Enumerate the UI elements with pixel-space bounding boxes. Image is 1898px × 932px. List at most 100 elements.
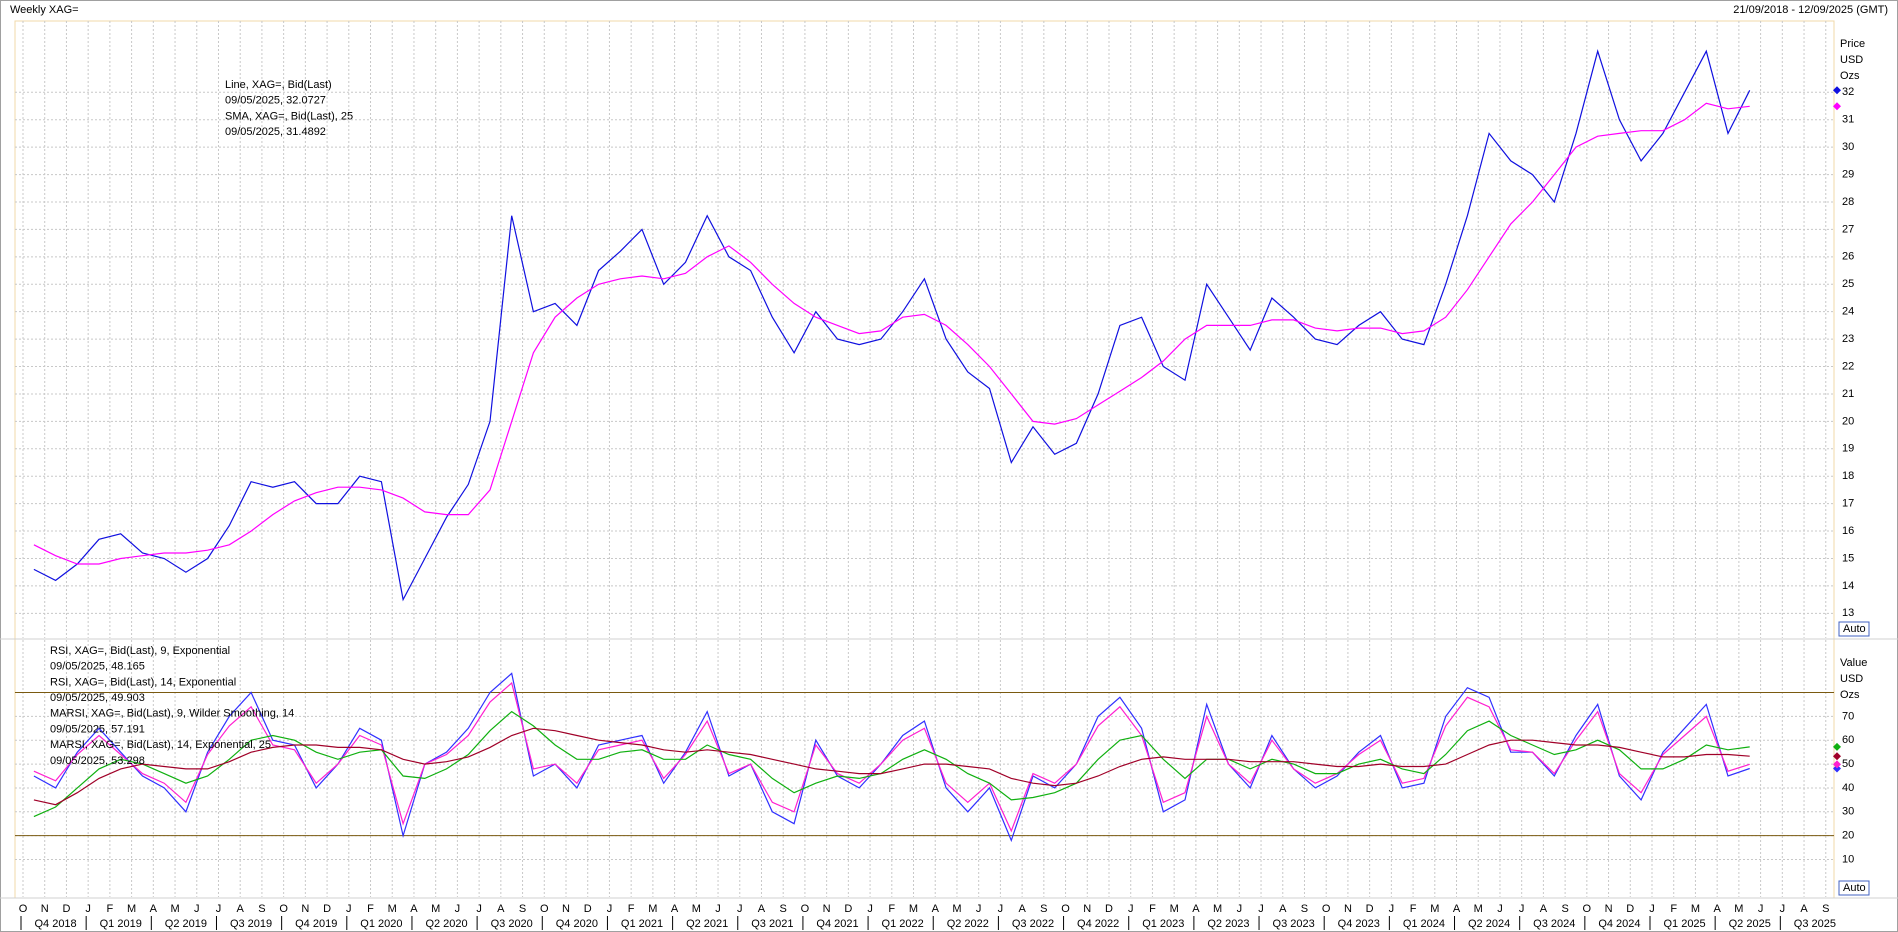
month-label: N xyxy=(562,903,570,915)
month-label: J xyxy=(85,903,91,915)
legend-name: Line, XAG=, Bid(Last) xyxy=(225,79,332,91)
month-label: O xyxy=(1583,903,1592,915)
auto-button[interactable]: Auto xyxy=(1843,882,1866,894)
legend-value: 09/05/2025, 48.165 xyxy=(50,661,145,673)
month-label: N xyxy=(823,903,831,915)
month-label: F xyxy=(1670,903,1677,915)
month-label: A xyxy=(1800,903,1808,915)
quarter-label: Q4 2024 xyxy=(1598,918,1640,930)
month-label: J xyxy=(1497,903,1503,915)
month-label: M xyxy=(1734,903,1743,915)
month-label: J xyxy=(1519,903,1525,915)
axis-label: USD xyxy=(1840,54,1863,66)
month-label: A xyxy=(932,903,940,915)
legend-name: SMA, XAG=, Bid(Last), 25 xyxy=(225,110,353,122)
last-value-marker xyxy=(1833,86,1841,95)
window-title: Weekly XAG= xyxy=(10,4,79,16)
series-line xyxy=(33,710,1750,818)
month-label: F xyxy=(367,903,374,915)
quarter-label: Q2 2023 xyxy=(1207,918,1249,930)
month-label: M xyxy=(388,903,397,915)
month-label: F xyxy=(888,903,895,915)
month-label: J xyxy=(455,903,461,915)
legend-value: 09/05/2025, 49.903 xyxy=(50,692,145,704)
month-label: D xyxy=(62,903,70,915)
last-value-marker xyxy=(1833,102,1841,111)
month-label: J xyxy=(1649,903,1655,915)
quarter-label: Q3 2020 xyxy=(491,918,533,930)
month-label: M xyxy=(1474,903,1483,915)
month-label: D xyxy=(1366,903,1374,915)
auto-button[interactable]: Auto xyxy=(1843,623,1866,635)
legend-value: 09/05/2025, 57.191 xyxy=(50,723,145,735)
month-label: A xyxy=(1713,903,1721,915)
month-label: J xyxy=(715,903,721,915)
quarter-label: Q1 2019 xyxy=(100,918,142,930)
month-label: O xyxy=(801,903,810,915)
legend-name: MARSI, XAG=, Bid(Last), 14, Exponential,… xyxy=(50,739,271,751)
auto-button-box[interactable] xyxy=(1838,621,1870,637)
month-label: F xyxy=(107,903,114,915)
month-label: F xyxy=(1410,903,1417,915)
series-line xyxy=(33,681,1750,833)
month-label: S xyxy=(1040,903,1047,915)
month-label: M xyxy=(692,903,701,915)
quarter-label: Q1 2022 xyxy=(882,918,924,930)
y-tick-label: 25 xyxy=(1842,278,1854,290)
series-line xyxy=(33,672,1750,843)
month-label: J xyxy=(1780,903,1786,915)
y-tick-label: 30 xyxy=(1842,141,1854,153)
axis-label: Ozs xyxy=(1840,70,1860,82)
month-label: A xyxy=(1540,903,1548,915)
month-label: J xyxy=(998,903,1004,915)
axis-label: Value xyxy=(1840,657,1867,669)
axis-label: Price xyxy=(1840,38,1865,50)
month-label: M xyxy=(1213,903,1222,915)
last-value-marker xyxy=(1833,742,1841,751)
month-label: J xyxy=(1258,903,1264,915)
month-label: M xyxy=(170,903,179,915)
quarter-label: Q3 2024 xyxy=(1533,918,1575,930)
month-label: J xyxy=(607,903,613,915)
quarter-label: Q2 2019 xyxy=(165,918,207,930)
y-tick-label: 18 xyxy=(1842,470,1854,482)
month-label: J xyxy=(737,903,743,915)
month-label: M xyxy=(648,903,657,915)
quarter-label: Q4 2019 xyxy=(295,918,337,930)
quarter-label: Q1 2024 xyxy=(1403,918,1445,930)
quarter-label: Q2 2022 xyxy=(947,918,989,930)
month-label: S xyxy=(519,903,526,915)
y-tick-label: 15 xyxy=(1842,552,1854,564)
y-tick-label: 16 xyxy=(1842,525,1854,537)
y-tick-label: 10 xyxy=(1842,853,1854,865)
last-value-marker xyxy=(1833,764,1841,773)
month-label: J xyxy=(1237,903,1243,915)
month-label: N xyxy=(301,903,309,915)
last-value-marker xyxy=(1833,760,1841,769)
month-label: M xyxy=(127,903,136,915)
y-tick-label: 22 xyxy=(1842,360,1854,372)
quarter-label: Q1 2021 xyxy=(621,918,663,930)
month-label: J xyxy=(346,903,352,915)
month-label: F xyxy=(628,903,635,915)
month-label: M xyxy=(952,903,961,915)
legend-name: RSI, XAG=, Bid(Last), 14, Exponential xyxy=(50,676,236,688)
y-tick-label: 40 xyxy=(1842,782,1854,794)
axis-label: USD xyxy=(1840,673,1863,685)
legend-name: MARSI, XAG=, Bid(Last), 9, Wilder Smooth… xyxy=(50,708,294,720)
quarter-label: Q3 2019 xyxy=(230,918,272,930)
month-label: D xyxy=(323,903,331,915)
month-label: S xyxy=(1561,903,1568,915)
month-label: A xyxy=(150,903,158,915)
legend-value: 09/05/2025, 32.0727 xyxy=(225,95,326,107)
series-line xyxy=(33,727,1750,806)
month-label: A xyxy=(497,903,505,915)
quarter-label: Q1 2020 xyxy=(360,918,402,930)
month-label: N xyxy=(41,903,49,915)
y-tick-label: 32 xyxy=(1842,86,1854,98)
auto-button-box[interactable] xyxy=(1838,880,1870,896)
month-label: M xyxy=(1430,903,1439,915)
series-line xyxy=(33,49,1751,602)
quarter-label: Q2 2024 xyxy=(1468,918,1510,930)
month-label: D xyxy=(584,903,592,915)
